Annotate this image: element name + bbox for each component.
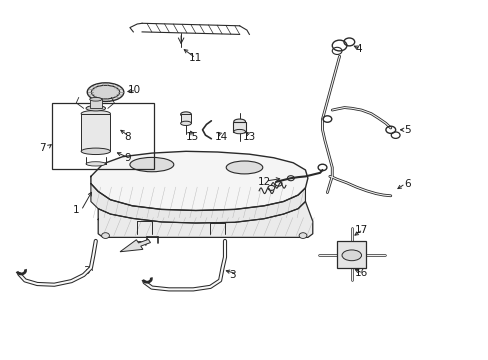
Ellipse shape (91, 85, 120, 99)
Text: 10: 10 (128, 85, 141, 95)
Circle shape (299, 233, 306, 238)
Bar (90, 99, 102, 108)
Ellipse shape (86, 105, 105, 111)
Text: 17: 17 (354, 225, 367, 235)
Text: 3: 3 (82, 266, 89, 276)
Text: 6: 6 (404, 179, 410, 189)
Circle shape (102, 233, 109, 238)
Bar (81, 114, 110, 151)
Text: 16: 16 (354, 268, 367, 278)
Polygon shape (98, 202, 312, 237)
Text: 2: 2 (136, 241, 142, 251)
Text: 3: 3 (228, 270, 235, 280)
Ellipse shape (180, 121, 191, 126)
Text: 12: 12 (257, 177, 270, 187)
Text: 5: 5 (404, 125, 410, 135)
Text: 15: 15 (185, 132, 199, 142)
Ellipse shape (81, 148, 110, 154)
Ellipse shape (233, 119, 245, 124)
Ellipse shape (226, 161, 262, 174)
Text: 4: 4 (355, 44, 362, 54)
FancyArrow shape (120, 239, 150, 252)
Ellipse shape (89, 98, 102, 101)
Bar (181, 114, 190, 123)
Ellipse shape (81, 111, 110, 117)
Text: 7: 7 (39, 143, 45, 153)
Text: 11: 11 (189, 53, 202, 63)
Text: 13: 13 (242, 132, 256, 142)
Text: 9: 9 (124, 153, 130, 163)
Ellipse shape (341, 250, 361, 261)
Text: 1: 1 (73, 206, 80, 216)
Bar (336, 241, 366, 268)
Ellipse shape (87, 83, 123, 102)
Ellipse shape (130, 157, 173, 172)
Polygon shape (91, 184, 305, 223)
Bar (52, 103, 154, 169)
Polygon shape (91, 151, 307, 211)
Text: 14: 14 (215, 132, 228, 142)
Bar (233, 122, 245, 132)
Text: 8: 8 (124, 132, 130, 142)
Ellipse shape (233, 130, 245, 134)
Ellipse shape (180, 112, 191, 117)
Ellipse shape (86, 162, 105, 166)
